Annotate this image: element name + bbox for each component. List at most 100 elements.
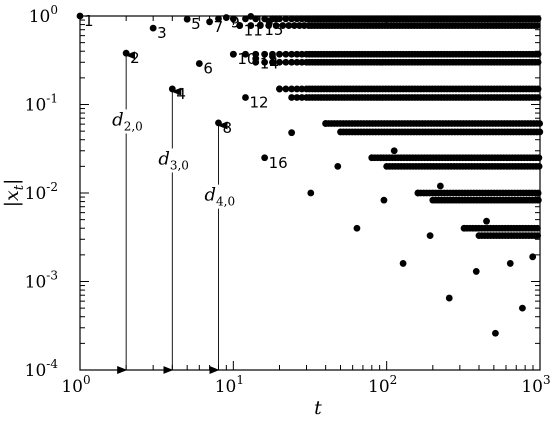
x-tick-label: 102 [368,373,397,397]
band-point [276,58,283,66]
y-tick-label-base: 10 [29,7,51,27]
band-point [288,58,296,66]
y-tick-label: 10-4 [25,357,59,381]
x-tick-label-exp: 2 [390,373,398,387]
band-point [261,50,269,58]
band-point [276,50,283,58]
y-axis-label-bar-right: | [1,179,23,185]
y-axis-label-sub: t [12,184,27,190]
band-point [269,58,276,66]
band-point [288,94,296,101]
band-point [282,15,290,23]
x-tick-label: 103 [521,373,550,397]
labeled-point [168,85,176,93]
band-point [229,15,237,23]
band-point [535,162,543,170]
band-point [293,15,301,23]
labeled-point [76,12,84,20]
band-point [247,22,255,29]
labeled-point [261,154,269,162]
x-tick-label-base: 10 [215,377,237,397]
band-point [534,232,542,240]
sparse-point [519,304,526,312]
x-tick-label-base: 10 [521,377,543,397]
point-label-7: 7 [214,18,224,36]
band-point [279,22,287,29]
band-point [293,85,301,93]
point-label-9: 9 [230,14,240,32]
sparse-point [472,268,480,275]
x-tick-label: 101 [215,373,244,397]
sparse-point [426,232,434,240]
sparse-point [307,189,315,197]
annotation-label-main: d [158,148,170,169]
sparse-point [334,162,342,170]
point-label-1: 1 [84,12,94,30]
x-tick-label-exp: 3 [543,373,551,387]
point-label-10: 10 [237,50,256,68]
labeled-point [206,18,213,26]
sparse-point [276,85,283,93]
y-tick-label-exp: -3 [46,269,58,283]
band-point [534,50,542,58]
labeled-point [236,22,244,29]
sparse-point [460,224,468,232]
x-tick-label-exp: 1 [236,373,244,387]
y-tick-label: 100 [29,3,58,27]
band-point [293,58,301,66]
y-tick-label-exp: 0 [50,3,58,17]
annotation-label-sub: 4,0 [216,195,235,209]
sparse-point [380,196,388,204]
band-point [533,22,541,29]
y-tick-label-base: 10 [25,96,47,116]
labeled-point [149,24,157,32]
y-axis-label-bar-left: | [1,201,23,207]
labeled-point [195,60,203,67]
annotation-label-d-4-0: d4,0 [204,185,235,209]
sparse-point [436,182,444,190]
annotation-label-d-2-0: d2,0 [112,109,143,133]
sparse-point [492,329,499,337]
point-label-6: 6 [203,60,213,78]
band-point [242,50,249,58]
sparse-point [272,15,280,23]
point-label-4: 4 [176,85,186,103]
sparse-point [399,260,407,267]
band-point [282,50,290,58]
sparse-point [368,154,376,162]
band-point [296,22,303,29]
x-tick-label-base: 10 [368,377,390,397]
y-tick-label-base: 10 [25,273,47,293]
band-point [288,50,296,58]
annotation-label-main: d [112,109,124,130]
y-axis-label-var: x [1,190,23,201]
y-tick-label-base: 10 [25,184,47,204]
y-tick-label-base: 10 [25,361,47,381]
band-point [285,22,293,29]
band-point [261,58,269,66]
band-point [534,196,542,204]
band-point [293,50,301,58]
annotation-label-bg-d-3-0 [156,148,195,173]
annotation-label-bg-d-2-0 [110,109,149,134]
sparse-point [353,224,361,232]
sparse-point [529,253,537,261]
band-point [536,128,544,136]
labeled-point [229,50,237,58]
band-point [215,15,222,23]
band-point [272,22,280,29]
y-tick-label-exp: -2 [46,180,58,194]
y-tick-label-exp: -4 [46,357,58,371]
labeled-point [183,15,191,23]
labeled-point [242,94,249,101]
band-point [534,85,542,93]
band-point [288,15,296,23]
sparse-point [414,189,422,197]
sparse-point [288,129,296,137]
annotation-label-main: d [204,185,216,206]
labeled-point [252,55,260,63]
sparse-point [483,217,490,225]
sparse-point [269,52,276,60]
